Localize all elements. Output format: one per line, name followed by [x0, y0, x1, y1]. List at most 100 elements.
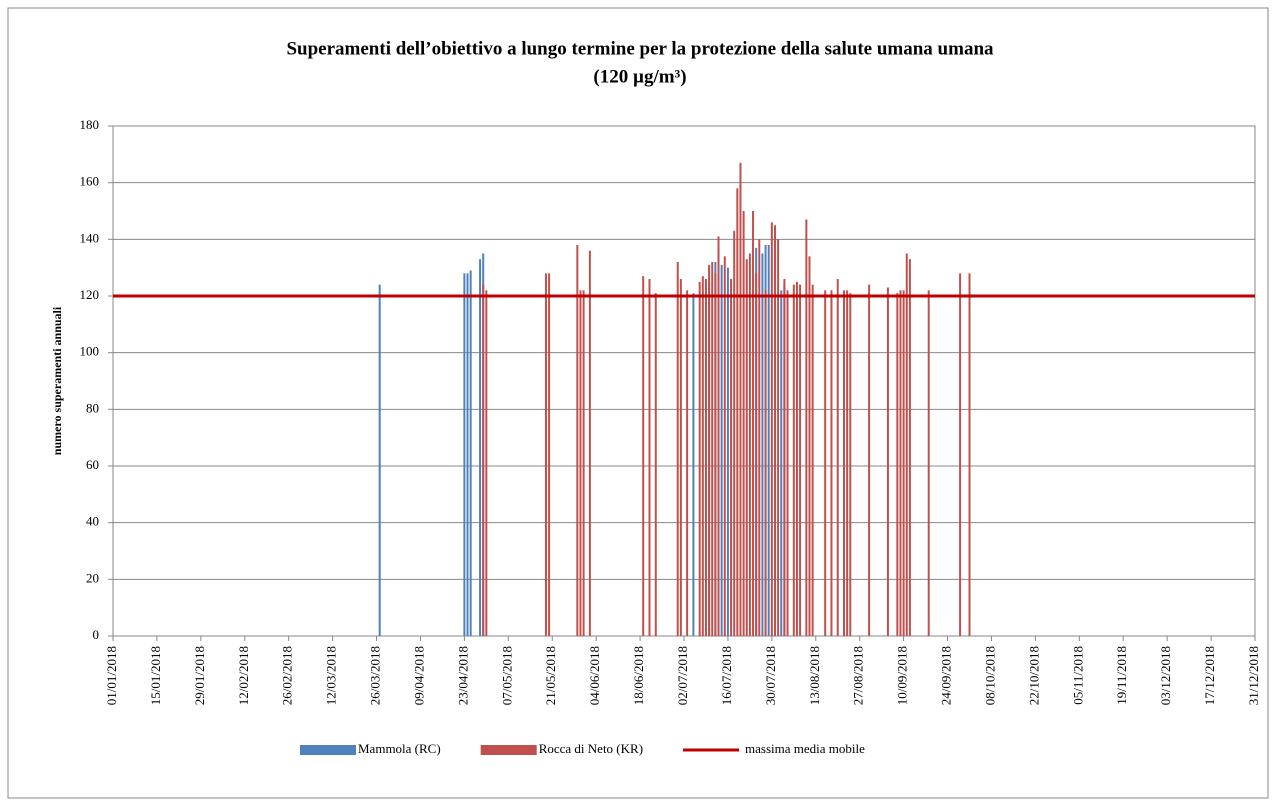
y-tick-label: 80 [86, 400, 99, 415]
bar [886, 287, 889, 636]
bar [748, 253, 751, 636]
bar [717, 236, 720, 636]
x-tick-label: 21/05/2018 [543, 646, 558, 705]
y-tick-label: 100 [80, 344, 100, 359]
bar [485, 290, 488, 636]
bar [868, 284, 871, 636]
bar [836, 279, 839, 636]
x-tick-label: 23/04/2018 [455, 646, 470, 705]
chart-subtitle: (120 µg/m³) [593, 66, 686, 87]
bar [654, 293, 657, 636]
bar [902, 290, 905, 636]
bar [726, 267, 729, 636]
bar [745, 259, 748, 636]
x-tick-label: 24/09/2018 [939, 646, 954, 705]
bar [720, 264, 723, 636]
bar [795, 281, 798, 636]
bar [761, 253, 764, 636]
bar [846, 290, 849, 636]
bar [968, 273, 971, 636]
x-tick-label: 01/01/2018 [104, 646, 119, 705]
bar [824, 290, 827, 636]
bar [755, 273, 758, 636]
bar [780, 290, 783, 636]
x-tick-label: 18/06/2018 [631, 646, 646, 705]
bar [908, 259, 911, 636]
bar [830, 290, 833, 636]
bar [730, 279, 733, 636]
y-tick-label: 60 [86, 457, 99, 472]
x-tick-label: 31/12/2018 [1246, 646, 1261, 705]
bar [711, 262, 714, 636]
bar [698, 281, 701, 636]
y-tick-label: 40 [86, 514, 99, 529]
x-tick-label: 07/05/2018 [499, 646, 514, 705]
y-tick-label: 140 [80, 230, 100, 245]
bar [808, 256, 811, 636]
bar [479, 259, 482, 636]
bar [849, 293, 852, 636]
bar [792, 284, 795, 636]
bar [742, 211, 745, 636]
x-tick-label: 17/12/2018 [1202, 646, 1217, 705]
bar [714, 273, 717, 636]
bar [783, 279, 786, 636]
bar [642, 276, 645, 636]
bar [579, 290, 582, 636]
x-tick-label: 05/11/2018 [1070, 646, 1085, 705]
x-tick-label: 19/11/2018 [1114, 646, 1129, 705]
chart-title: Superamenti dell’obiettivo a lungo termi… [286, 38, 994, 59]
x-tick-label: 02/07/2018 [675, 646, 690, 705]
bar [679, 279, 682, 636]
legend-swatch [480, 745, 537, 755]
y-axis-label: numero superamenti annuali [50, 306, 64, 455]
x-tick-label: 04/06/2018 [587, 646, 602, 705]
bar [686, 290, 689, 636]
bar [799, 284, 802, 636]
bar [927, 290, 930, 636]
x-tick-label: 03/12/2018 [1158, 646, 1173, 705]
x-tick-label: 16/07/2018 [719, 646, 734, 705]
bar [544, 273, 547, 636]
bar [723, 256, 726, 636]
bar [770, 222, 773, 637]
bar [576, 245, 579, 636]
bar [764, 290, 767, 636]
bar [704, 279, 707, 636]
bar [843, 290, 846, 636]
bar [767, 245, 770, 636]
bar [648, 279, 651, 636]
bar [896, 293, 899, 636]
bar [905, 253, 908, 636]
bar [899, 290, 902, 636]
y-tick-label: 0 [93, 627, 100, 642]
bar [758, 239, 761, 637]
bar [811, 284, 814, 636]
x-tick-label: 15/01/2018 [148, 646, 163, 705]
x-tick-label: 29/01/2018 [192, 646, 207, 705]
x-tick-label: 09/04/2018 [411, 646, 426, 705]
bar [733, 230, 736, 637]
x-tick-label: 13/08/2018 [807, 646, 822, 705]
bar [588, 250, 591, 636]
y-tick-label: 120 [80, 287, 100, 302]
y-tick-label: 180 [80, 117, 100, 132]
bar [582, 290, 585, 636]
bar [676, 262, 679, 636]
bar [959, 273, 962, 636]
x-tick-label: 10/09/2018 [895, 646, 910, 705]
bar [466, 273, 469, 636]
bar [786, 290, 789, 636]
chart-border [7, 7, 1269, 799]
bar [469, 270, 472, 636]
bar [777, 239, 780, 637]
bar [773, 225, 776, 636]
bar [739, 162, 742, 637]
bar [701, 276, 704, 636]
x-tick-label: 26/03/2018 [368, 646, 383, 705]
bar [463, 273, 466, 636]
bar [378, 284, 381, 636]
bar [692, 293, 695, 636]
bar [708, 264, 711, 636]
